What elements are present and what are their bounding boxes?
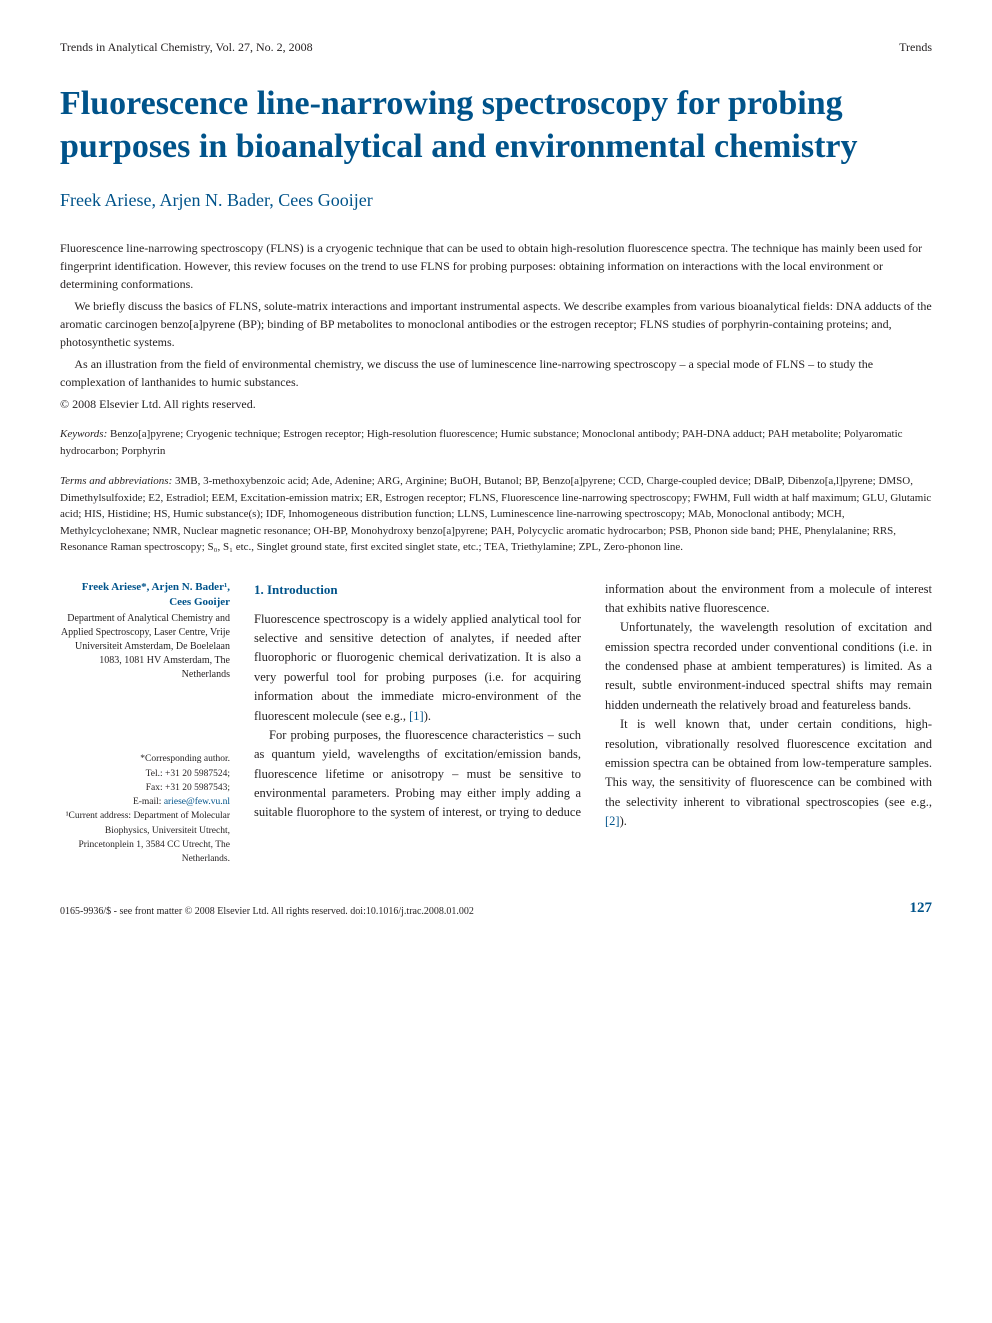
section-heading-intro: 1. Introduction [254, 580, 581, 600]
sidebar-author-names: Freek Ariese*, Arjen N. Bader¹, Cees Goo… [60, 580, 230, 611]
corr-email-row: E-mail: ariese@few.vu.nl [60, 795, 230, 809]
author-list: Freek Ariese, Arjen N. Bader, Cees Gooij… [60, 190, 932, 211]
corresponding-author-block: *Corresponding author. Tel.: +31 20 5987… [60, 752, 230, 866]
abstract-p3: As an illustration from the field of env… [60, 355, 932, 391]
terms-text: 3MB, 3-methoxybenzoic acid; Ade, Adenine… [60, 475, 931, 553]
running-header: Trends in Analytical Chemistry, Vol. 27,… [60, 40, 932, 55]
corr-email[interactable]: ariese@few.vu.nl [164, 797, 230, 807]
corr-fax: Fax: +31 20 5987543; [60, 781, 230, 795]
keywords-label: Keywords: [60, 428, 107, 440]
article-title: Fluorescence line-narrowing spectroscopy… [60, 83, 932, 168]
abstract: Fluorescence line-narrowing spectroscopy… [60, 239, 932, 391]
corr-tel: Tel.: +31 20 5987524; [60, 767, 230, 781]
author-note-1: ¹Current address: Department of Molecula… [60, 809, 230, 866]
journal-ref: Trends in Analytical Chemistry, Vol. 27,… [60, 40, 313, 55]
author-sidebar: Freek Ariese*, Arjen N. Bader¹, Cees Goo… [60, 580, 230, 867]
body-p4: It is well known that, under certain con… [605, 715, 932, 831]
email-label: E-mail: [133, 797, 164, 807]
section-name: Trends [899, 40, 932, 55]
body-columns: 1. Introduction Fluorescence spectroscop… [254, 580, 932, 867]
keywords-text: Benzo[a]pyrene; Cryogenic technique; Est… [60, 428, 903, 457]
keywords-block: Keywords: Benzo[a]pyrene; Cryogenic tech… [60, 426, 932, 459]
corr-label: *Corresponding author. [60, 752, 230, 766]
page-number: 127 [910, 900, 933, 917]
body-p3: Unfortunately, the wavelength resolution… [605, 618, 932, 715]
citation-ref-1[interactable]: [1] [409, 709, 424, 723]
terms-block: Terms and abbreviations: 3MB, 3-methoxyb… [60, 473, 932, 556]
footer-copyright-doi: 0165-9936/$ - see front matter © 2008 El… [60, 906, 474, 917]
terms-label: Terms and abbreviations: [60, 475, 172, 487]
copyright-line: © 2008 Elsevier Ltd. All rights reserved… [60, 397, 932, 412]
abstract-p1: Fluorescence line-narrowing spectroscopy… [60, 239, 932, 293]
main-content-row: Freek Ariese*, Arjen N. Bader¹, Cees Goo… [60, 580, 932, 867]
citation-ref-2[interactable]: [2] [605, 814, 620, 828]
abstract-p2: We briefly discuss the basics of FLNS, s… [60, 297, 932, 351]
page-footer: 0165-9936/$ - see front matter © 2008 El… [60, 900, 932, 917]
body-p1: Fluorescence spectroscopy is a widely ap… [254, 610, 581, 726]
sidebar-affiliation: Department of Analytical Chemistry and A… [60, 612, 230, 682]
